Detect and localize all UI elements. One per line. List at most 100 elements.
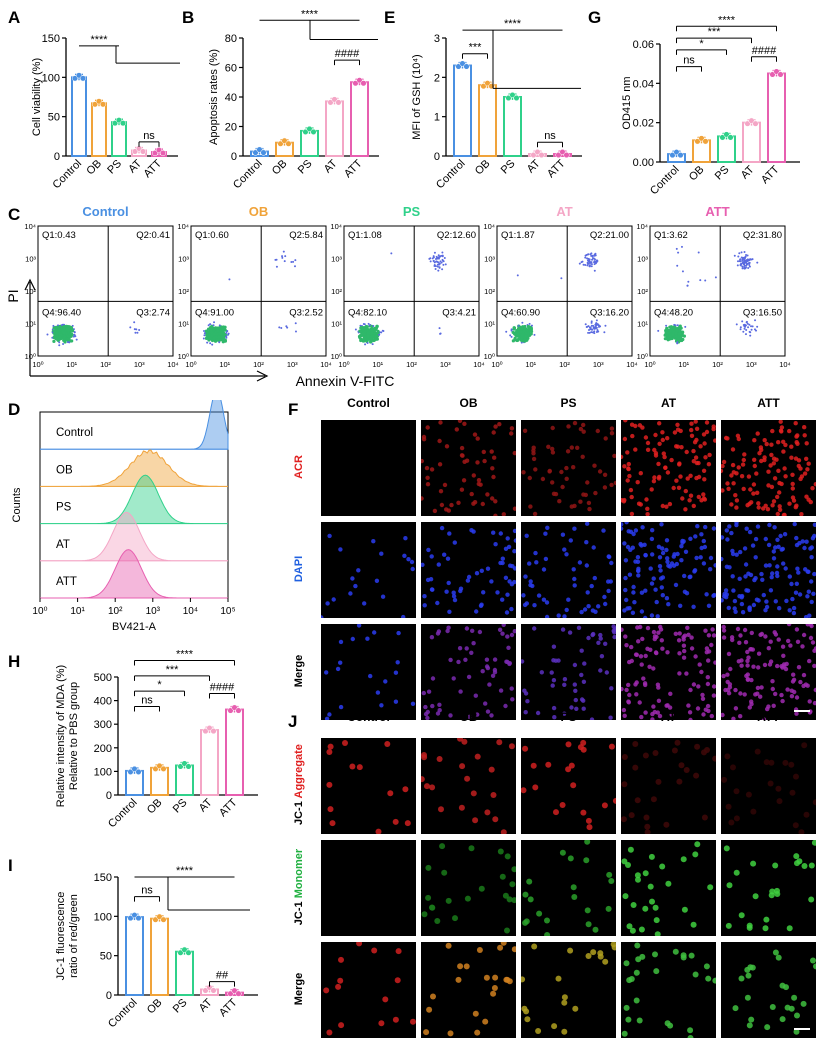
cell — [766, 469, 771, 474]
flow-event — [62, 336, 66, 340]
cell — [706, 649, 712, 654]
cell — [422, 603, 427, 608]
cell — [705, 703, 711, 709]
y-axis-label: Counts — [11, 487, 23, 522]
cell — [426, 547, 431, 553]
micrograph-aggregate-ps — [521, 738, 616, 834]
cell — [609, 686, 614, 691]
cell — [788, 1005, 795, 1012]
flow-event — [54, 337, 58, 341]
flow-event — [435, 260, 438, 263]
flow-event — [219, 332, 223, 336]
flow-event — [590, 321, 593, 324]
cell — [651, 479, 657, 484]
x-tick-label: 10⁰ — [338, 360, 349, 369]
data-point — [669, 152, 676, 159]
cell — [761, 506, 766, 511]
cell — [804, 456, 809, 461]
cell — [779, 692, 784, 698]
cell — [655, 614, 660, 618]
cell — [764, 604, 770, 610]
flow-event — [582, 263, 585, 266]
flow-event — [748, 263, 751, 266]
cell — [634, 942, 641, 949]
cell — [698, 444, 703, 449]
cell — [783, 566, 788, 571]
cell — [792, 822, 799, 829]
y-axis-label: MFI of GSH (10⁴) — [411, 54, 423, 139]
cell — [458, 588, 463, 594]
cell — [609, 482, 614, 488]
cell — [786, 624, 792, 627]
cell — [472, 432, 478, 437]
flow-event — [369, 335, 373, 339]
cell — [596, 604, 601, 609]
cell — [512, 450, 516, 456]
cell — [667, 501, 673, 507]
cell — [781, 653, 786, 658]
cell — [690, 921, 697, 928]
cell — [731, 481, 736, 486]
cell — [671, 554, 676, 559]
cell — [504, 927, 510, 934]
cell — [658, 576, 664, 581]
bar-control — [125, 916, 144, 996]
flow-event — [524, 334, 528, 338]
cell — [687, 1027, 694, 1034]
flow-event — [437, 269, 440, 272]
cell — [442, 552, 447, 557]
cell — [445, 556, 451, 561]
micrograph-merge-ob — [421, 624, 516, 720]
flow-event — [208, 336, 212, 340]
cell — [741, 486, 746, 492]
cell — [742, 627, 748, 633]
flow-event — [592, 257, 595, 260]
cell — [724, 592, 729, 597]
cell — [688, 952, 695, 959]
micrograph-merge-at — [621, 624, 716, 720]
cell — [711, 633, 716, 638]
quadrant-q2-label: Q2:21.00 — [590, 230, 629, 241]
flow-event — [675, 328, 680, 332]
cell — [733, 609, 738, 614]
cell — [810, 640, 816, 645]
cell — [521, 470, 526, 475]
cell — [403, 536, 408, 541]
cell — [371, 539, 376, 544]
y-tick-label: 10⁴ — [636, 222, 648, 231]
significance-label: **** — [504, 18, 522, 30]
cell — [477, 629, 483, 635]
cell — [505, 592, 510, 597]
data-point — [694, 138, 701, 145]
cell — [810, 486, 815, 491]
cell — [652, 475, 657, 480]
cell — [746, 571, 751, 576]
flow-event — [433, 251, 436, 254]
cell — [801, 672, 807, 678]
flow-event — [743, 266, 746, 269]
data-point — [210, 987, 217, 994]
flow-event — [70, 333, 74, 337]
cell — [812, 571, 816, 577]
cell — [447, 531, 452, 536]
cell — [776, 637, 781, 642]
cell — [725, 679, 730, 685]
cell — [691, 459, 696, 464]
cell — [736, 465, 741, 470]
cell — [490, 466, 495, 471]
cell — [489, 713, 494, 718]
cell — [479, 602, 484, 607]
cell — [491, 530, 496, 535]
cell — [601, 528, 606, 533]
flow-event — [560, 277, 563, 280]
cell — [721, 468, 724, 474]
y-axis-label: JC-1 fluorescence — [55, 892, 67, 981]
cell — [755, 490, 760, 495]
data-point — [356, 77, 363, 84]
data-point — [727, 134, 734, 141]
cell — [395, 660, 400, 665]
flow-event — [134, 331, 137, 334]
y-tick-label: 0 — [434, 151, 440, 163]
cell — [512, 566, 516, 571]
cell — [327, 743, 334, 750]
